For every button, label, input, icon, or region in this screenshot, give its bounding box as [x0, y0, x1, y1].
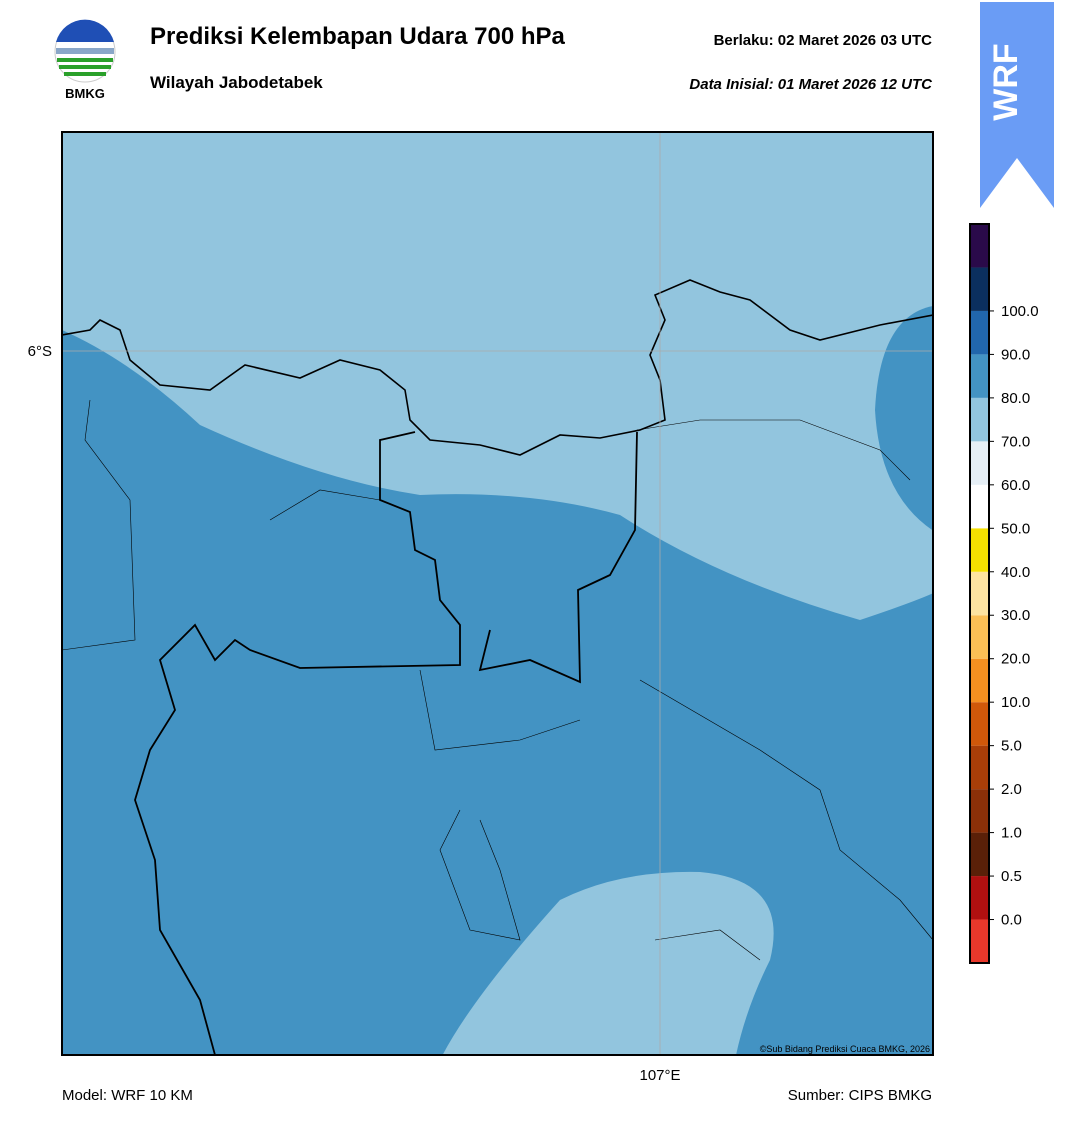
source-note: Sumber: CIPS BMKG	[788, 1087, 932, 1104]
tick-label: 0.0	[1001, 912, 1022, 929]
color-bin	[970, 919, 989, 963]
tick-label: 1.0	[1001, 825, 1022, 842]
tick-label: 2.0	[1001, 781, 1022, 798]
tick-label: 40.0	[1001, 564, 1030, 581]
lon-label: 107°E	[639, 1067, 680, 1084]
subtitle: Wilayah Jabodetabek	[150, 73, 323, 92]
logo	[54, 19, 116, 83]
badge	[980, 2, 1054, 208]
tick-label: 60.0	[1001, 477, 1030, 494]
logo-text: BMKG	[65, 86, 105, 101]
colorbar-frame	[969, 223, 990, 964]
color-bin	[970, 441, 989, 485]
tick-label: 20.0	[1001, 651, 1030, 668]
colorbar: 0.0 0.5 1.0 2.0 5.0 10.0 20.0 30.0 40.0 50.0 60.0 7…	[969, 223, 1039, 964]
tick-label: 0.5	[1001, 868, 1022, 885]
color-bin	[970, 571, 989, 616]
tick-label: 100.0	[1001, 303, 1039, 320]
tick-label: 70.0	[1001, 433, 1030, 450]
color-bin	[970, 484, 989, 529]
color-bin	[970, 224, 989, 268]
init-time: Data Inisial: 01 Maret 2026 12 UTC	[689, 76, 933, 93]
color-bin	[970, 832, 989, 877]
title: Prediksi Kelembapan Udara 700 hPa	[150, 23, 566, 50]
tick-label: 5.0	[1001, 738, 1022, 755]
tick-label: 10.0	[1001, 694, 1030, 711]
map	[62, 132, 933, 1055]
color-bin	[970, 658, 989, 703]
tick-label: 30.0	[1001, 607, 1030, 624]
credit: ©Sub Bidang Prediksi Cuaca BMKG, 2026	[760, 1044, 930, 1054]
color-bin	[970, 702, 989, 746]
tick-label: 50.0	[1001, 520, 1030, 537]
color-bin	[970, 528, 989, 572]
badge-text: WRF	[987, 43, 1025, 120]
tick-label: 80.0	[1001, 390, 1030, 407]
color-bin	[970, 789, 989, 833]
valid-time: Berlaku: 02 Maret 2026 03 UTC	[714, 32, 933, 49]
color-bin	[970, 397, 989, 442]
color-bin	[970, 615, 989, 659]
model-note: Model: WRF 10 KM	[62, 1087, 193, 1104]
color-bin	[970, 876, 989, 920]
color-bin	[970, 267, 989, 311]
map-frame	[61, 131, 934, 1056]
lat-label: 6°S	[28, 343, 52, 360]
color-bin	[970, 354, 989, 398]
tick-label: 90.0	[1001, 346, 1030, 363]
color-bin	[970, 310, 989, 355]
color-bin	[970, 745, 989, 790]
